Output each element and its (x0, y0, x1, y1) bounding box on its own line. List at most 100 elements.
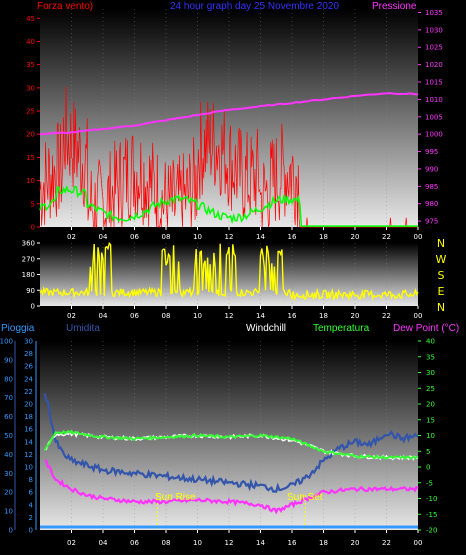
rain-tick-label: 26 (24, 363, 33, 371)
time-tick-label: 14 (256, 312, 265, 320)
pressure-tick-label: 1015 (425, 79, 443, 87)
humidity-tick-label: 90 (4, 356, 13, 364)
time-tick-label: 10 (193, 233, 202, 241)
time-tick-label: 22 (382, 312, 391, 320)
time-tick-label: 12 (225, 539, 234, 547)
time-tick-label: 20 (351, 233, 360, 241)
compass-letter: W (436, 253, 447, 266)
time-tick-label: 08 (162, 233, 171, 241)
rain-tick-label: 0 (29, 527, 33, 535)
time-tick-label: 02 (67, 233, 76, 241)
compass-letter: S (438, 269, 445, 282)
time-tick-label: 20 (351, 539, 360, 547)
pressure-tick-label: 1035 (425, 9, 443, 17)
pressure-tick-label: 975 (425, 218, 438, 226)
temperature-tick-label: -20 (426, 527, 437, 535)
time-tick-label: 16 (288, 539, 297, 547)
compass-letter: E (438, 285, 445, 298)
pressure-tick-label: 995 (425, 148, 438, 156)
humidity-tick-label: 100 (0, 338, 13, 346)
time-tick-label: 14 (256, 233, 265, 241)
humidity-tick-label: 60 (4, 413, 13, 421)
rain-tick-label: 18 (24, 413, 33, 421)
temperature-tick-label: -10 (426, 495, 437, 503)
wind-tick-label: 30 (26, 84, 35, 92)
humidity-tick-label: 10 (4, 508, 13, 516)
wind-tick-label: 10 (26, 177, 35, 185)
panel1-time-ticks: 02 04 06 08 10 12 14 16 18 20 22 00 (67, 227, 422, 241)
wind-tick-label: 15 (26, 154, 35, 162)
time-tick-label: 22 (382, 233, 391, 241)
time-tick-label: 04 (99, 539, 108, 547)
wind-tick-label: 20 (26, 131, 35, 139)
wind-tick-label: 25 (26, 108, 35, 116)
pressure-tick-label: 990 (425, 165, 438, 173)
rain-tick-label: 6 (29, 489, 34, 497)
humidity-tick-label: 0 (9, 527, 13, 535)
humidity-tick-label: 80 (4, 375, 13, 383)
wind-axis-label: Forza vento) (37, 1, 93, 12)
dew-point-label: Dew Point (°C) (393, 323, 459, 334)
time-tick-label: 10 (193, 539, 202, 547)
time-tick-label: 12 (225, 312, 234, 320)
time-tick-label: 20 (351, 312, 360, 320)
pressure-tick-label: 1005 (425, 113, 443, 121)
pressure-tick-label: 1030 (425, 26, 443, 34)
time-tick-label: 18 (319, 539, 328, 547)
time-tick-label: 16 (288, 312, 297, 320)
time-tick-label: 06 (130, 539, 139, 547)
pressure-tick-label: 985 (425, 183, 438, 191)
wind-base-series (39, 184, 418, 227)
temperature-tick-label: 15 (426, 416, 435, 424)
wind-tick-label: 45 (26, 15, 35, 23)
direction-axis-ticks: 0 90 180 270 360 (22, 240, 40, 311)
temperature-label: Temperatura (313, 323, 370, 334)
rain-tick-label: 4 (29, 501, 34, 509)
pressure-series (39, 92, 419, 136)
time-tick-label: 12 (225, 233, 234, 241)
direction-tick-label: 360 (22, 240, 35, 248)
rain-tick-label: 28 (24, 350, 33, 358)
humidity-label: Umidita (66, 323, 100, 334)
temperature-tick-label: 25 (426, 385, 435, 393)
temperature-tick-label: 20 (426, 401, 435, 409)
chart-title: 24 hour graph day 25 Novembre 2020 (170, 1, 339, 12)
time-tick-label: 18 (319, 233, 328, 241)
time-tick-label: 08 (162, 539, 171, 547)
rain-tick-label: 22 (24, 388, 33, 396)
windchill-label: Windchill (246, 323, 286, 334)
rain-tick-label: 16 (24, 426, 33, 434)
direction-tick-label: 0 (31, 303, 35, 311)
sun-set-label: Sun Set (287, 492, 323, 503)
rain-tick-label: 10 (24, 464, 33, 472)
time-tick-label: 00 (414, 312, 423, 320)
humidity-tick-label: 70 (4, 394, 13, 402)
sun-rise-label: Sun Rise (155, 492, 196, 503)
temperature-tick-label: 35 (426, 353, 435, 361)
wind-tick-label: 5 (31, 200, 35, 208)
humidity-axis-ticks: 0 10 20 30 40 50 60 70 80 90 100 (0, 338, 16, 535)
pressure-tick-label: 1010 (425, 96, 443, 104)
humidity-tick-label: 20 (4, 489, 13, 497)
direction-tick-label: 270 (22, 255, 35, 263)
temperature-tick-label: -5 (426, 479, 433, 487)
compass-letter: N (437, 237, 445, 250)
dew-point-series (44, 459, 419, 515)
direction-tick-label: 180 (22, 271, 35, 279)
pressure-tick-label: 1000 (425, 131, 443, 139)
wind-direction-series (39, 241, 419, 301)
time-tick-label: 08 (162, 312, 171, 320)
wind-axis-ticks: 0 5 10 15 20 25 30 35 40 45 (26, 15, 40, 232)
temperature-tick-label: -15 (426, 511, 437, 519)
rain-tick-label: 8 (29, 476, 33, 484)
rain-tick-label: 24 (24, 375, 33, 383)
temperature-tick-label: 30 (426, 369, 435, 377)
panel2-time-ticks: 02 04 06 08 10 12 14 16 18 20 22 00 (67, 306, 422, 320)
time-tick-label: 06 (130, 233, 139, 241)
